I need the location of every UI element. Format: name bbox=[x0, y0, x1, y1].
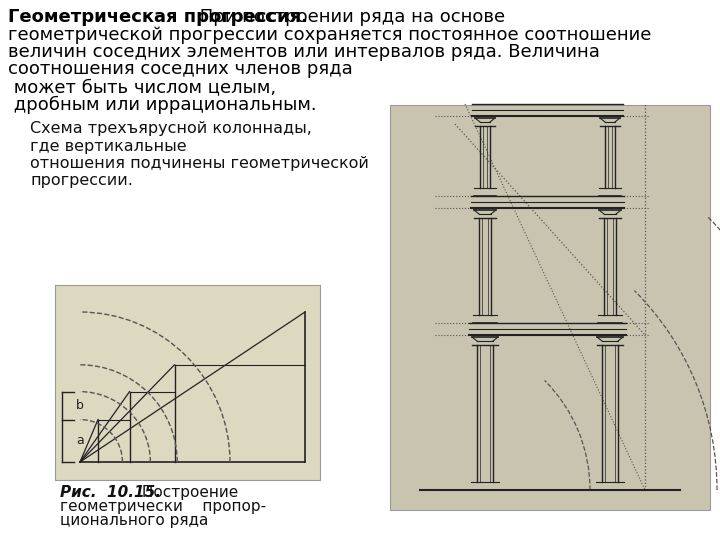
Text: прогрессии.: прогрессии. bbox=[30, 173, 133, 188]
Text: геометрически    пропор-: геометрически пропор- bbox=[60, 499, 266, 514]
Text: Схема трехъярусной колоннады,: Схема трехъярусной колоннады, bbox=[30, 121, 312, 136]
Text: Геометрическая прогрессия.: Геометрическая прогрессия. bbox=[8, 8, 308, 26]
Text: величин соседних элементов или интервалов ряда. Величина: величин соседних элементов или интервало… bbox=[8, 43, 600, 61]
Text: где вертикальные: где вертикальные bbox=[30, 138, 186, 153]
Text: соотношения соседних членов ряда: соотношения соседних членов ряда bbox=[8, 60, 353, 78]
Text: геометрической прогрессии сохраняется постоянное соотношение: геометрической прогрессии сохраняется по… bbox=[8, 25, 652, 44]
FancyBboxPatch shape bbox=[55, 285, 320, 480]
Text: отношения подчинены геометрической: отношения подчинены геометрической bbox=[30, 156, 369, 171]
Text: При построении ряда на основе: При построении ряда на основе bbox=[194, 8, 505, 26]
Text: может быть числом целым,: может быть числом целым, bbox=[8, 78, 276, 96]
Text: Рис.  10.15.: Рис. 10.15. bbox=[60, 485, 161, 500]
FancyBboxPatch shape bbox=[390, 105, 710, 510]
Text: Построение: Построение bbox=[137, 485, 238, 500]
Text: дробным или иррациональным.: дробным или иррациональным. bbox=[8, 96, 317, 114]
Text: b: b bbox=[76, 399, 84, 412]
Text: a: a bbox=[76, 434, 84, 447]
Text: ционального ряда: ционального ряда bbox=[60, 513, 208, 528]
